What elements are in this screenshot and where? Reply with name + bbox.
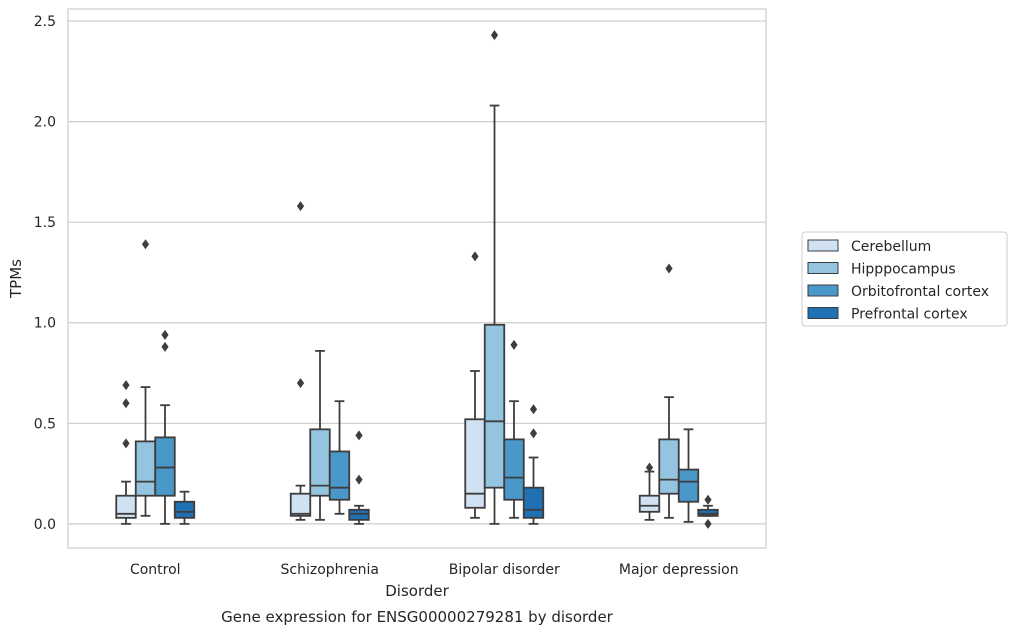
legend-swatch <box>807 262 839 274</box>
y-tick-label: 1.0 <box>34 316 56 332</box>
outlier-point <box>161 329 169 340</box>
outlier-point <box>490 30 499 41</box>
box-2-2 <box>503 339 525 519</box>
x-tick-label: Major depression <box>619 562 739 578</box>
box-iqr <box>697 508 719 517</box>
box-2-0 <box>154 329 176 525</box>
box-3-3 <box>697 494 719 529</box>
box-iqr <box>328 450 351 501</box>
box-iqr <box>503 438 525 501</box>
x-axis-ticks: Control Schizophrenia Bipolar disorder Majo… <box>130 562 739 578</box>
outlier-point <box>529 404 538 415</box>
legend: Cerebellum Hipppocampus Orbitofrontal cort… <box>801 231 1008 327</box>
y-tick-label: 0.0 <box>34 517 56 533</box>
box-iqr <box>658 438 680 495</box>
legend-swatch <box>807 284 839 297</box>
box-2-1 <box>328 400 351 515</box>
outlier-point <box>122 398 130 409</box>
box-0-3 <box>638 462 661 521</box>
box-3-1 <box>348 430 370 525</box>
box-iqr <box>289 492 312 517</box>
y-tick-label: 1.5 <box>34 215 56 231</box>
x-axis-label: Disorder <box>385 582 449 600</box>
legend-swatch <box>807 239 839 252</box>
legend-label: Prefrontal cortex <box>851 307 968 323</box>
box-iqr <box>134 440 157 497</box>
box-iqr <box>115 494 137 519</box>
outlier-point <box>510 339 518 350</box>
outlier-point <box>645 462 654 473</box>
box-iqr <box>348 508 370 521</box>
chart-caption: Gene expression for ENSG00000279281 by d… <box>221 608 614 626</box>
y-tick-label: 2.0 <box>34 115 56 131</box>
outlier-point <box>665 263 673 274</box>
box-iqr <box>483 323 506 489</box>
box-1-1 <box>309 350 331 521</box>
legend-frame <box>801 231 1008 327</box>
outlier-point <box>704 494 712 505</box>
marks-layer <box>115 30 719 529</box>
legend-label: Orbitofrontal cortex <box>851 284 989 300</box>
y-axis-ticks: 0.0 0.5 1.0 1.5 2.0 2.5 <box>34 14 56 533</box>
x-tick-label: Bipolar disorder <box>449 562 560 578</box>
box-0-1 <box>289 201 312 521</box>
box-iqr <box>154 436 176 497</box>
box-iqr <box>522 486 545 519</box>
outlier-point <box>529 428 538 439</box>
outlier-point <box>355 474 363 485</box>
box-iqr <box>173 500 196 519</box>
legend-label: Cerebellum <box>851 239 931 255</box>
outlier-point <box>296 378 305 389</box>
box-1-2 <box>483 30 506 525</box>
y-axis-label: TPMs <box>7 259 25 299</box>
y-tick-label: 2.5 <box>34 14 56 30</box>
x-tick-label: Control <box>130 562 181 578</box>
outlier-point <box>122 380 130 391</box>
y-tick-label: 0.5 <box>34 416 56 432</box>
outlier-point <box>296 201 305 212</box>
box-3-2 <box>522 404 545 525</box>
box-3-0 <box>173 490 196 525</box>
x-tick-label: Schizophrenia <box>281 562 379 578</box>
outlier-point <box>161 341 169 352</box>
box-2-3 <box>677 428 700 523</box>
box-iqr <box>638 494 661 513</box>
outlier-point <box>471 251 479 262</box>
outlier-point <box>704 518 712 529</box>
outlier-point <box>141 239 150 250</box>
legend-label: Hipppocampus <box>851 262 956 278</box>
box-1-3 <box>658 263 680 519</box>
box-iqr <box>677 468 700 503</box>
outlier-point <box>355 430 363 441</box>
box-0-0 <box>115 380 137 525</box>
outlier-point <box>122 438 130 449</box>
legend-swatch <box>807 307 839 319</box>
plot-area-frame <box>67 8 767 549</box>
